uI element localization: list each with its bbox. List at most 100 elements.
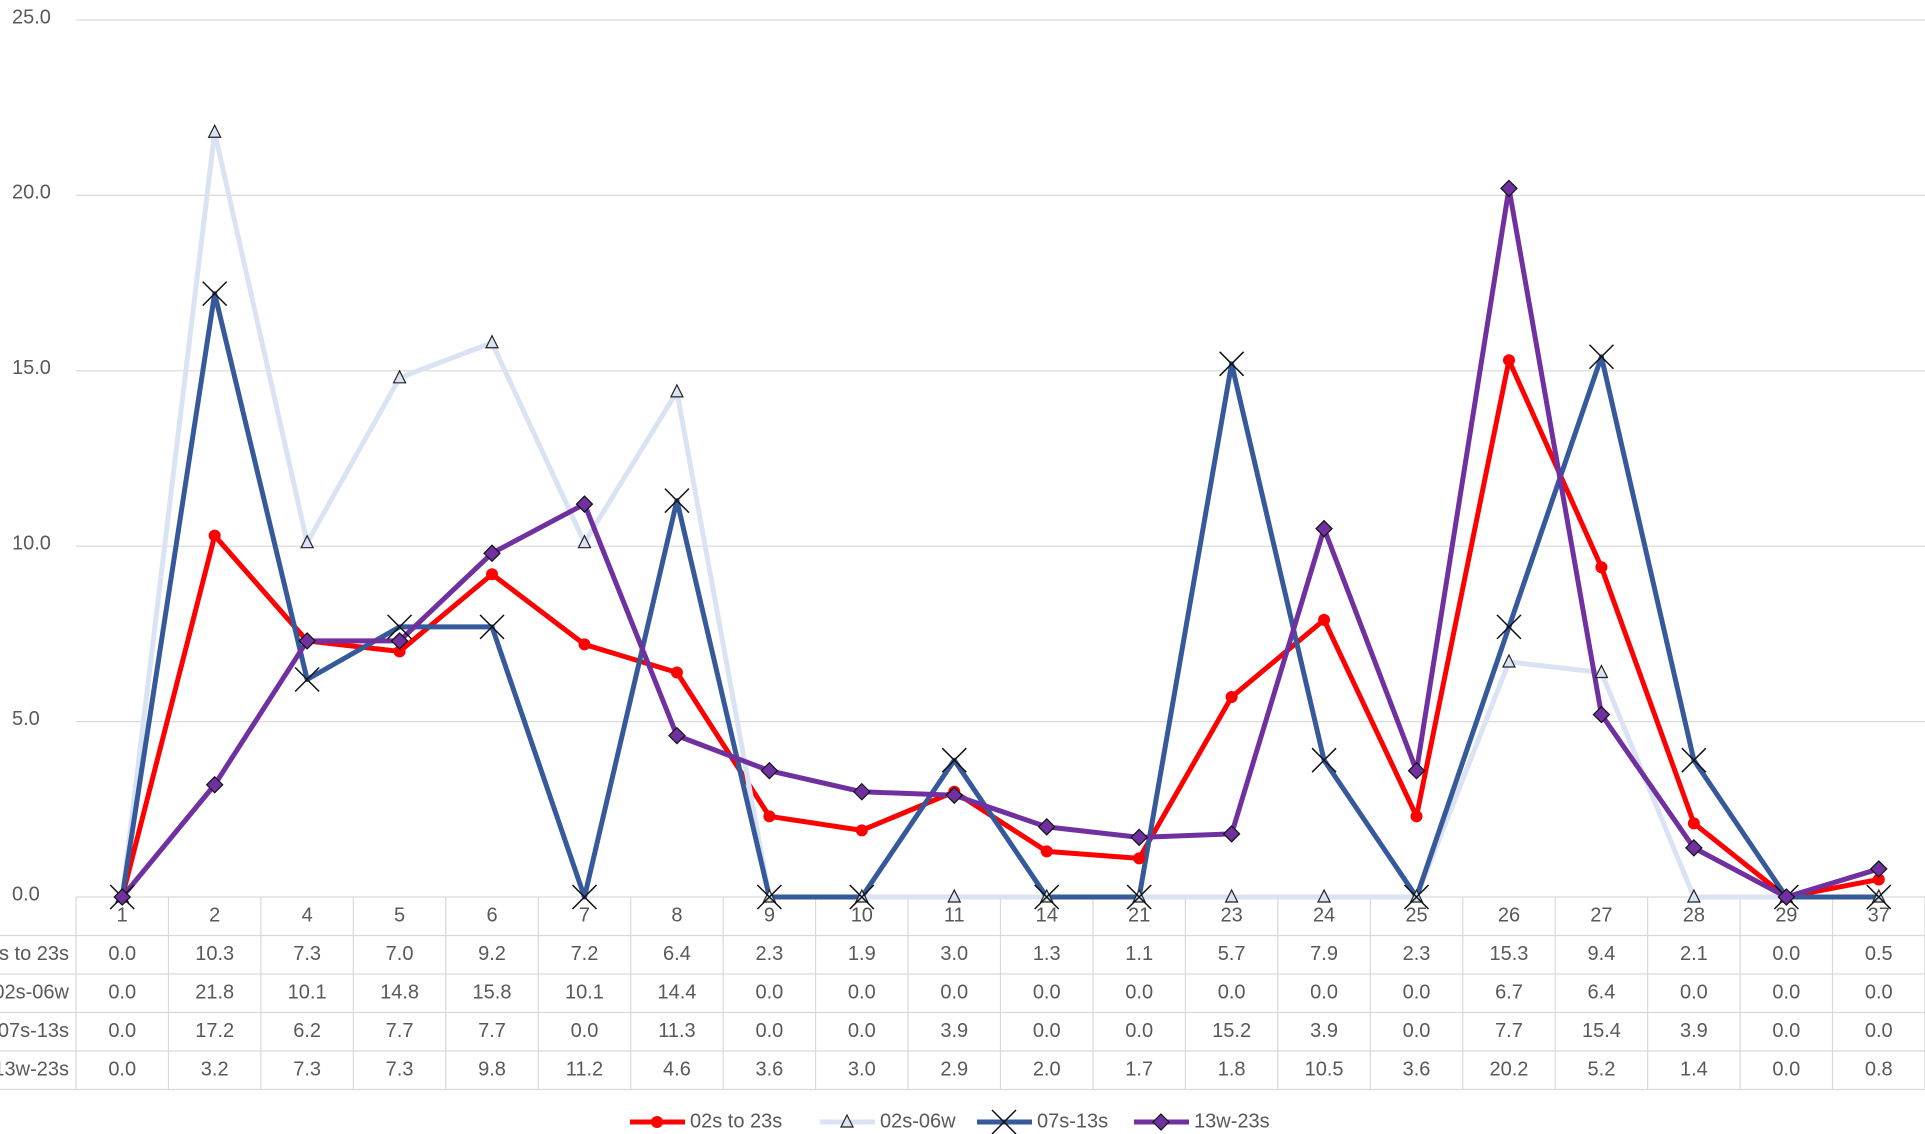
marker	[763, 810, 775, 822]
x-tick-label: 4	[302, 905, 313, 927]
marker	[578, 638, 590, 650]
legend-item: 07s-13s	[977, 1110, 1108, 1134]
table-cell: 11.2	[566, 1059, 603, 1081]
x-tick-label: 7	[579, 905, 590, 927]
marker	[651, 1116, 663, 1128]
table-cell: 2.0	[1033, 1059, 1061, 1081]
table-cell: 9.4	[1588, 943, 1616, 965]
x-tick-label: 14	[1036, 905, 1058, 927]
table-cell: 0.0	[1772, 982, 1800, 1004]
table-cell: 10.5	[1305, 1059, 1344, 1081]
table-cell: 0.0	[1033, 1020, 1061, 1042]
marker	[1503, 354, 1515, 366]
table-cell: 7.9	[1310, 943, 1338, 965]
marker	[1497, 615, 1521, 639]
legend-item: 02s to 23s	[630, 1110, 782, 1132]
table-cell: 15.3	[1490, 943, 1529, 965]
table-cell: 2.3	[1403, 943, 1431, 965]
table-cell: 0.0	[1772, 1020, 1800, 1042]
table-cell: 3.9	[1310, 1020, 1338, 1042]
table-cell: 7.2	[571, 943, 599, 965]
marker	[1041, 845, 1053, 857]
table-cell: 0.0	[1772, 1059, 1800, 1081]
x-tick-label: 10	[851, 905, 873, 927]
table-cell: 0.0	[1310, 982, 1338, 1004]
y-tick-label: 15.0	[12, 357, 51, 379]
table-cell: 0.8	[1865, 1059, 1893, 1081]
table-cell: 0.0	[1865, 982, 1893, 1004]
table-cell: 1.7	[1125, 1059, 1153, 1081]
table-cell: 0.0	[1403, 1020, 1431, 1042]
marker	[1688, 817, 1700, 829]
x-tick-label: 23	[1221, 905, 1243, 927]
table-cell: 4.6	[663, 1059, 691, 1081]
marker	[1316, 521, 1332, 537]
table-cell: 2.9	[940, 1059, 968, 1081]
marker	[1226, 691, 1238, 703]
table-cell: 9.8	[478, 1059, 506, 1081]
table-cell: 0.0	[848, 982, 876, 1004]
table-cell: 7.3	[386, 1059, 414, 1081]
marker	[209, 530, 221, 542]
table-cell: 0.5	[1865, 943, 1893, 965]
table-cell: 0.0	[1033, 982, 1061, 1004]
x-tick-label: 27	[1590, 905, 1612, 927]
x-tick-label: 11	[944, 905, 965, 927]
x-tick-label: 5	[394, 905, 405, 927]
table-cell: 10.3	[195, 943, 234, 965]
x-tick-label: 37	[1868, 905, 1890, 927]
table-cell: 0.0	[1218, 982, 1246, 1004]
table-cell: 0.0	[1865, 1020, 1893, 1042]
table-row-label: 07s-13s	[0, 1020, 69, 1042]
x-tick-label: 21	[1128, 905, 1150, 927]
table-cell: 3.6	[1403, 1059, 1431, 1081]
table-cell: 7.3	[293, 943, 321, 965]
marker	[1131, 829, 1147, 845]
x-tick-label: 9	[764, 905, 775, 927]
table-cell: 7.0	[386, 943, 414, 965]
table-cell: 0.0	[1772, 943, 1800, 965]
table-cell: 5.7	[1218, 943, 1246, 965]
marker	[942, 748, 966, 772]
table-cell: 0.0	[108, 943, 136, 965]
table-cell: 3.0	[848, 1059, 876, 1081]
table-cell: 6.2	[293, 1020, 321, 1042]
marker	[1595, 561, 1607, 573]
marker	[669, 728, 685, 744]
table-cell: 14.8	[380, 982, 419, 1004]
table-cell: 15.8	[473, 982, 512, 1004]
legend-item: 02s-06w	[820, 1110, 956, 1132]
table-cell: 20.2	[1490, 1059, 1529, 1081]
marker	[854, 784, 870, 800]
x-tick-label: 25	[1405, 905, 1427, 927]
legend-label: 02s to 23s	[690, 1110, 782, 1132]
x-tick-label: 29	[1775, 905, 1797, 927]
x-tick-label: 6	[486, 905, 497, 927]
marker	[671, 666, 683, 678]
marker	[856, 824, 868, 836]
y-tick-label: 20.0	[12, 182, 51, 204]
legend-label: 13w-23s	[1194, 1110, 1270, 1132]
table-cell: 2.1	[1680, 943, 1708, 965]
x-tick-label: 8	[671, 905, 682, 927]
table-cell: 0.0	[755, 982, 783, 1004]
table-cell: 0.0	[571, 1020, 599, 1042]
marker	[761, 763, 777, 779]
table-cell: 15.2	[1212, 1020, 1251, 1042]
y-tick-label: 5.0	[12, 708, 40, 730]
table-cell: 3.9	[940, 1020, 968, 1042]
x-tick-label: 24	[1313, 905, 1335, 927]
marker	[1318, 614, 1330, 626]
table-cell: 6.4	[663, 943, 691, 965]
marker	[1871, 861, 1887, 877]
table-cell: 0.0	[108, 982, 136, 1004]
marker	[209, 125, 221, 137]
series-line	[122, 132, 1879, 897]
legend-item: 13w-23s	[1134, 1110, 1270, 1132]
table-cell: 0.0	[108, 1059, 136, 1081]
chart: 0.05.010.015.020.025.0124567891011142123…	[0, 0, 1925, 1134]
table-cell: 1.4	[1680, 1059, 1708, 1081]
table-cell: 0.0	[848, 1020, 876, 1042]
table-cell: 21.8	[195, 982, 234, 1004]
table-cell: 0.0	[1125, 982, 1153, 1004]
